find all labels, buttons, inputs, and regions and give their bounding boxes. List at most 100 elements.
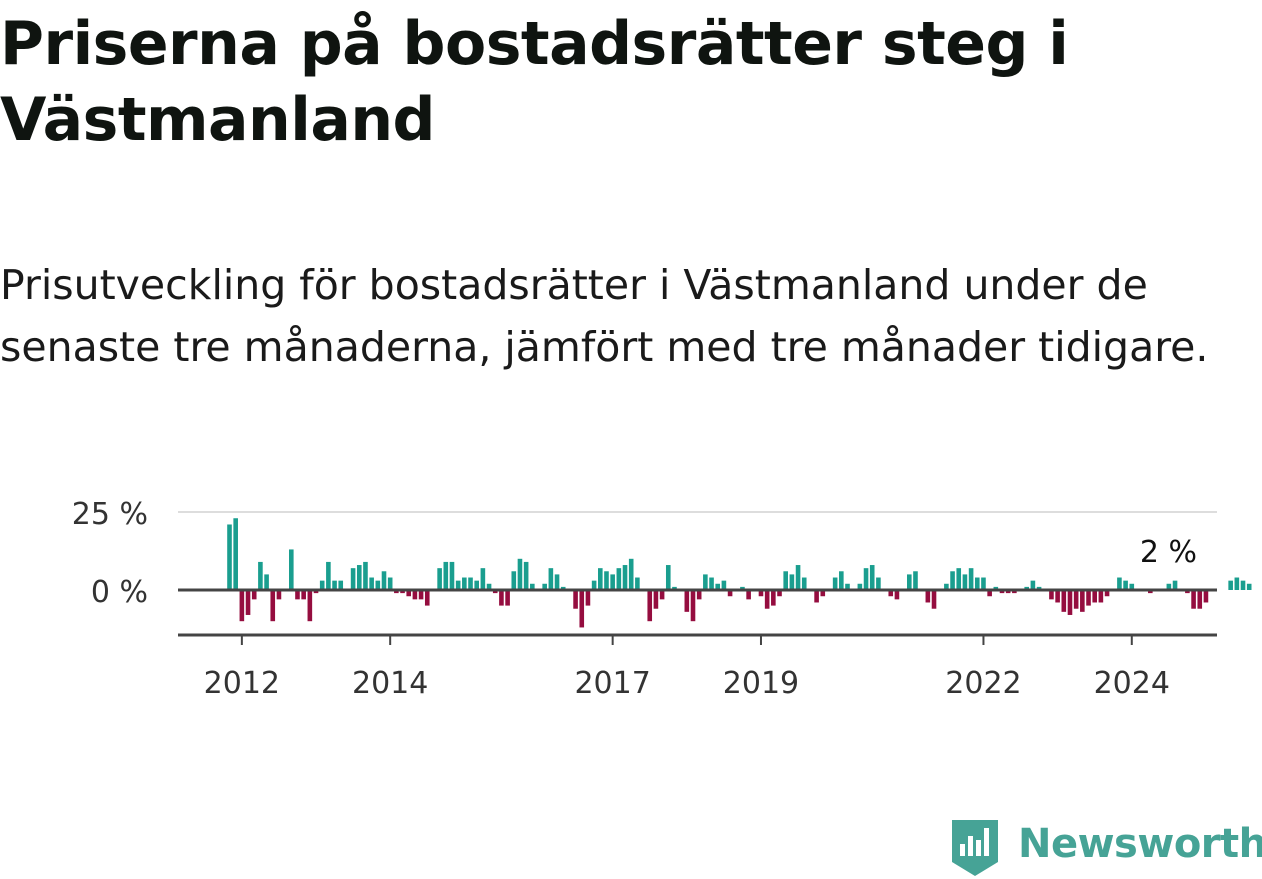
bar xyxy=(227,524,232,590)
bar xyxy=(548,568,554,590)
bar xyxy=(245,590,251,615)
bar xyxy=(239,590,245,622)
bar xyxy=(437,568,442,590)
bar xyxy=(857,583,863,590)
bar xyxy=(758,590,764,597)
bar xyxy=(449,561,455,590)
bar xyxy=(499,590,504,606)
bar xyxy=(505,590,510,606)
bar xyxy=(387,577,393,590)
bar xyxy=(486,583,492,590)
bar xyxy=(455,580,461,590)
bar xyxy=(888,590,894,597)
bar xyxy=(610,574,615,590)
bar xyxy=(1067,590,1073,615)
bar xyxy=(1172,580,1178,590)
bar xyxy=(999,590,1005,594)
bar xyxy=(1080,590,1085,612)
bar xyxy=(1024,586,1030,590)
bar xyxy=(560,586,566,590)
brand-name: Newsworthy xyxy=(1018,821,1262,867)
bar xyxy=(696,590,702,600)
bar xyxy=(523,561,529,590)
bar xyxy=(1030,580,1036,590)
bar xyxy=(462,577,467,590)
bar xyxy=(1228,580,1233,590)
bar xyxy=(839,571,844,590)
bar xyxy=(480,568,486,590)
bar xyxy=(363,561,368,590)
bar xyxy=(1061,590,1067,612)
bar xyxy=(418,590,424,600)
bar xyxy=(1086,590,1091,606)
bar xyxy=(635,577,640,590)
bar xyxy=(795,565,801,590)
bar xyxy=(251,590,257,600)
bar xyxy=(863,568,869,590)
bar xyxy=(289,549,294,590)
bar xyxy=(542,583,547,590)
bar xyxy=(468,577,473,590)
bar xyxy=(981,577,986,590)
bar xyxy=(1049,590,1054,600)
bar xyxy=(1185,590,1190,594)
bar xyxy=(684,590,690,612)
bar xyxy=(1012,590,1017,594)
bar xyxy=(814,590,819,603)
bar xyxy=(703,574,708,590)
bar xyxy=(764,590,770,609)
bar xyxy=(394,590,399,594)
bar xyxy=(1005,590,1011,594)
bar xyxy=(511,571,517,590)
bar xyxy=(338,580,344,590)
bar xyxy=(987,590,992,597)
bar xyxy=(783,571,788,590)
bar xyxy=(659,590,665,600)
bar xyxy=(962,574,968,590)
bar xyxy=(233,518,238,590)
bar xyxy=(974,577,980,590)
x-tick-label: 2017 xyxy=(574,666,650,701)
bar xyxy=(369,577,374,590)
bar xyxy=(319,580,325,590)
bar xyxy=(1203,590,1209,603)
bar xyxy=(375,580,381,590)
bar xyxy=(907,574,912,590)
bar xyxy=(604,571,609,590)
bar xyxy=(913,571,918,590)
bar xyxy=(709,577,714,590)
x-tick-label: 2019 xyxy=(723,666,799,701)
bar xyxy=(1098,590,1104,603)
bar xyxy=(1166,583,1172,590)
bar xyxy=(715,583,721,590)
bar xyxy=(326,561,331,590)
bar xyxy=(585,590,591,606)
bar xyxy=(1234,577,1240,590)
bar xyxy=(1055,590,1060,603)
bar xyxy=(1092,590,1097,603)
bar xyxy=(622,565,628,590)
bar xyxy=(530,583,535,590)
bar xyxy=(777,590,782,597)
bar xyxy=(944,583,949,590)
bar xyxy=(727,590,733,597)
bar xyxy=(740,586,745,590)
x-tick-label: 2014 xyxy=(352,666,428,701)
bar xyxy=(647,590,653,622)
bar xyxy=(301,590,306,600)
bar xyxy=(672,586,677,590)
bar xyxy=(894,590,900,600)
bar xyxy=(554,574,560,590)
bar xyxy=(1191,590,1196,609)
newsworthy-logo-icon xyxy=(952,820,998,876)
bar xyxy=(746,590,751,600)
bar xyxy=(1197,590,1203,609)
bar xyxy=(690,590,696,622)
bar xyxy=(412,590,418,600)
bar xyxy=(579,590,585,628)
x-tick-label: 2024 xyxy=(1094,666,1170,701)
bar xyxy=(264,574,269,590)
bar xyxy=(801,577,807,590)
bar xyxy=(406,590,412,597)
bar xyxy=(258,561,263,590)
